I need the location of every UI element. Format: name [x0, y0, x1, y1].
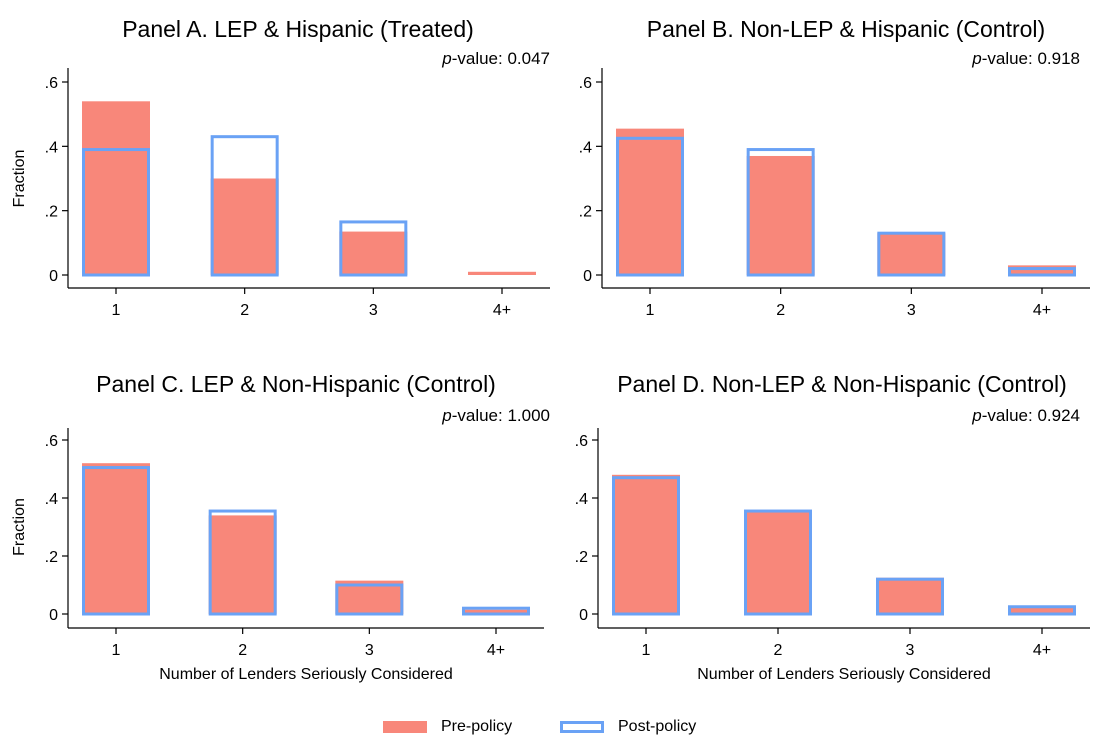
panel-3: Panel C. LEP & Non-Hispanic (Control) p-v…	[11, 371, 550, 683]
y-tick-label: .4	[579, 139, 592, 156]
y-tick-label: 0	[583, 268, 592, 285]
y-tick-label: .6	[45, 75, 58, 92]
panel-1: Panel A. LEP & Hispanic (Treated) p-value…	[11, 16, 550, 319]
bar-post-policy	[746, 148, 815, 277]
figure: Panel A. LEP & Hispanic (Treated) p-value…	[11, 16, 1090, 683]
y-tick-label: .6	[575, 433, 588, 450]
y-tick-label: 0	[579, 607, 588, 624]
panel-title: Panel C. LEP & Non-Hispanic (Control)	[96, 371, 496, 397]
y-axis-label: Fraction	[11, 498, 28, 556]
panel-title: Panel A. LEP & Hispanic (Treated)	[122, 16, 474, 42]
bar-pre-policy	[746, 155, 815, 275]
bar-post-policy	[339, 220, 408, 277]
x-tick-label: 1	[642, 642, 651, 659]
bar-pre-policy	[462, 609, 530, 614]
bar-pre-policy	[210, 178, 279, 275]
x-tick-label: 1	[112, 642, 121, 659]
panel-title: Panel D. Non-LEP & Non-Hispanic (Control…	[617, 371, 1067, 397]
bar-post-policy	[335, 583, 404, 616]
bar-post-policy	[1008, 267, 1076, 277]
x-tick-label: 3	[369, 302, 378, 319]
x-tick-label: 3	[907, 302, 916, 319]
y-tick-label: 0	[49, 268, 58, 285]
x-tick-label: 4+	[487, 642, 505, 659]
x-tick-label: 4+	[493, 302, 511, 319]
legend-item-pre: Pre-policy	[383, 718, 512, 736]
x-tick-label: 3	[906, 642, 915, 659]
panel-2: Panel B. Non-LEP & Hispanic (Control) p-v…	[579, 16, 1090, 319]
y-tick-label: .2	[579, 204, 592, 221]
bar-post-policy	[1008, 605, 1076, 616]
y-tick-label: .2	[45, 204, 58, 221]
bar-pre-policy	[468, 271, 536, 275]
x-tick-label: 1	[646, 302, 655, 319]
x-tick-label: 2	[774, 642, 783, 659]
x-axis-label: Number of Lenders Seriously Considered	[697, 666, 990, 683]
bar-pre-policy	[82, 101, 150, 275]
y-tick-label: 0	[49, 607, 58, 624]
p-value-label: p-value: 0.047	[441, 49, 550, 68]
panel-title: Panel B. Non-LEP & Hispanic (Control)	[647, 16, 1045, 42]
legend-label-post: Post-policy	[618, 718, 697, 735]
bar-post-policy	[876, 577, 944, 616]
y-tick-label: .4	[575, 491, 588, 508]
y-tick-label: .2	[575, 549, 588, 566]
panel-4: Panel D. Non-LEP & Non-Hispanic (Control…	[575, 371, 1090, 683]
x-tick-label: 2	[240, 302, 249, 319]
x-tick-label: 4+	[1033, 302, 1051, 319]
bar-post-policy	[462, 606, 530, 616]
bar-pre-policy	[612, 474, 680, 614]
x-axis-label: Number of Lenders Seriously Considered	[159, 666, 452, 683]
bar-post-policy	[612, 476, 680, 616]
bar-pre-policy	[877, 233, 946, 275]
x-tick-label: 2	[776, 302, 785, 319]
bar-pre-policy	[1008, 606, 1076, 614]
bar-pre-policy	[82, 463, 150, 614]
bar-pre-policy	[876, 577, 944, 614]
p-value-label: p-value: 0.924	[971, 406, 1080, 425]
bar-post-policy	[616, 136, 684, 277]
y-tick-label: .4	[45, 139, 58, 156]
y-tick-label: .6	[45, 433, 58, 450]
x-tick-label: 4+	[1033, 642, 1051, 659]
legend-label-pre: Pre-policy	[441, 718, 513, 735]
bar-post-policy	[208, 509, 277, 616]
legend: Pre-policy Post-policy	[0, 718, 1104, 746]
y-tick-label: .4	[45, 491, 58, 508]
x-tick-label: 3	[365, 642, 374, 659]
bar-pre-policy	[744, 512, 812, 614]
bar-pre-policy	[339, 231, 408, 275]
y-tick-label: .6	[579, 75, 592, 92]
p-value-label: p-value: 0.918	[971, 49, 1080, 68]
legend-swatch-pre	[383, 721, 427, 733]
bar-pre-policy	[616, 128, 684, 275]
y-axis-label: Fraction	[11, 150, 28, 208]
bar-post-policy	[210, 135, 279, 277]
x-tick-label: 1	[112, 302, 121, 319]
p-value-label: p-value: 1.000	[441, 406, 550, 425]
legend-swatch-post	[560, 721, 604, 733]
bar-pre-policy	[208, 515, 277, 614]
bar-post-policy	[877, 231, 946, 277]
bar-post-policy	[744, 509, 812, 616]
legend-item-post: Post-policy	[560, 718, 696, 736]
bar-post-policy	[82, 466, 150, 616]
bar-pre-policy	[1008, 265, 1076, 275]
bar-post-policy	[82, 148, 150, 277]
x-tick-label: 2	[238, 642, 247, 659]
y-tick-label: .2	[45, 549, 58, 566]
